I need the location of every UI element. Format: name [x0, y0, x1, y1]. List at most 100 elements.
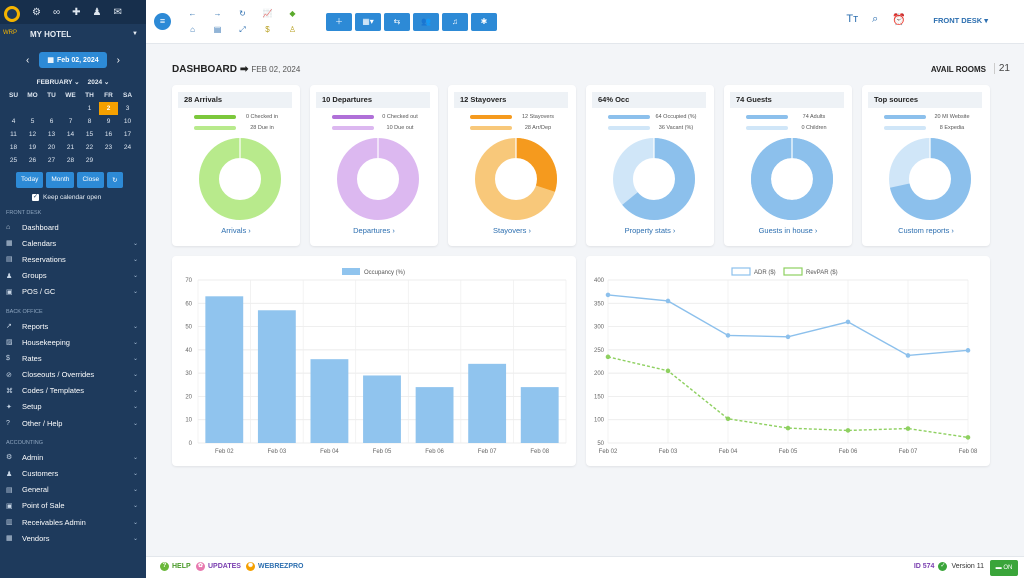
expand-icon[interactable]: ⤢: [239, 25, 246, 34]
today-button[interactable]: Today: [16, 172, 44, 188]
sidebar-item[interactable]: ▦ Vendors ⌄: [0, 530, 146, 546]
calendar-day[interactable]: 4: [11, 118, 16, 125]
reload-icon[interactable]: ↻: [239, 9, 246, 18]
calendar-day[interactable]: 24: [123, 144, 132, 151]
calendar-day[interactable]: 14: [66, 131, 75, 138]
grid-menu-button[interactable]: ▦▾: [355, 13, 381, 31]
calendar-day[interactable]: 10: [123, 118, 132, 125]
person-icon[interactable]: ♙: [288, 25, 297, 34]
sidebar-item[interactable]: ▣ POS / GC ⌄: [0, 284, 146, 300]
card-link[interactable]: Guests in house ›: [758, 226, 818, 235]
book-icon[interactable]: ▤: [213, 25, 222, 34]
calendar-day[interactable]: 8: [87, 118, 92, 125]
star-button[interactable]: ✱: [471, 13, 497, 31]
month-button[interactable]: Month: [46, 172, 75, 188]
users-icon[interactable]: ♟: [92, 6, 102, 18]
calendar-day[interactable]: 23: [104, 144, 113, 151]
link-icon[interactable]: ∞: [52, 6, 61, 18]
dollar-icon[interactable]: $: [265, 25, 270, 34]
calendar-day[interactable]: 15: [85, 131, 94, 138]
refresh-icon[interactable]: ↻: [107, 172, 123, 188]
home-icon[interactable]: ⌂: [190, 25, 195, 34]
add-button[interactable]: ＋: [326, 13, 352, 31]
text-size-icon[interactable]: Tт: [846, 13, 859, 25]
card-legend-row: 0 Checked out: [332, 114, 422, 120]
mail-icon[interactable]: ✉: [113, 6, 122, 18]
menu-icon[interactable]: ≡: [154, 13, 171, 30]
settings-icon[interactable]: ⚙: [32, 6, 41, 18]
add-user-icon[interactable]: ✚: [72, 6, 81, 18]
updates-link[interactable]: ✿ UPDATES: [196, 562, 241, 571]
calendar-day[interactable]: 28: [66, 157, 75, 164]
year-select[interactable]: 2024 ⌄: [87, 79, 110, 86]
sidebar-item[interactable]: ⊘ Closeouts / Overrides ⌄: [0, 367, 146, 383]
sidebar-item[interactable]: ▥ Receivables Admin ⌄: [0, 514, 146, 530]
transfer-button[interactable]: ⇆: [384, 13, 410, 31]
calendar-day[interactable]: 19: [28, 144, 37, 151]
hotel-selector[interactable]: MY HOTEL ▼: [0, 24, 146, 44]
prev-day-icon[interactable]: ‹: [26, 54, 30, 66]
sidebar-item[interactable]: ▨ Housekeeping ⌄: [0, 334, 146, 350]
calendar-day[interactable]: 26: [28, 157, 37, 164]
sidebar-item[interactable]: ♟ Groups ⌄: [0, 268, 146, 284]
card-link[interactable]: Arrivals ›: [221, 226, 251, 235]
card-link[interactable]: Stayovers ›: [493, 226, 531, 235]
calendar-day[interactable]: 27: [47, 157, 56, 164]
sidebar-item[interactable]: ▦ Calendars ⌄: [0, 235, 146, 251]
sidebar-item[interactable]: ♟ Customers ⌄: [0, 465, 146, 481]
sidebar-item[interactable]: ▤ General ⌄: [0, 482, 146, 498]
sidebar-item[interactable]: ▣ Point of Sale ⌄: [0, 498, 146, 514]
sidebar-item[interactable]: ↗ Reports ⌄: [0, 318, 146, 334]
calendar-day[interactable]: 20: [47, 144, 56, 151]
webrezpro-link[interactable]: ✺ WEBREZPRO: [246, 562, 304, 571]
date-button[interactable]: ▦ Feb 02, 2024: [39, 52, 107, 68]
sidebar-item[interactable]: ⌘ Codes / Templates ⌄: [0, 383, 146, 399]
calendar-day[interactable]: 29: [85, 157, 94, 164]
alarm-icon[interactable]: ⏰: [892, 14, 906, 26]
back-icon[interactable]: ←: [188, 9, 197, 18]
webrezpro-icon: ✺: [246, 562, 255, 571]
calendar-day[interactable]: 7: [68, 118, 73, 125]
calendar-day[interactable]: 21: [66, 144, 75, 151]
keep-calendar-open[interactable]: ✓ Keep calendar open: [0, 194, 146, 201]
tag-icon[interactable]: ◆: [289, 9, 296, 18]
sidebar-item[interactable]: ⌂ Dashboard: [0, 219, 146, 235]
card-link[interactable]: Custom reports ›: [898, 226, 954, 235]
weekday-header: FR: [104, 92, 113, 99]
calendar-day[interactable]: 6: [49, 118, 54, 125]
checkbox-icon[interactable]: ✓: [32, 194, 39, 201]
next-day-icon[interactable]: ›: [116, 54, 120, 66]
guests-button[interactable]: 👥: [413, 13, 439, 31]
music-button[interactable]: ♫: [442, 13, 468, 31]
month-select[interactable]: FEBRUARY ⌄: [36, 79, 80, 86]
calendar-day[interactable]: 9: [106, 118, 111, 125]
sidebar-item[interactable]: ? Other / Help ⌄: [0, 415, 146, 431]
forward-icon[interactable]: →: [213, 9, 222, 18]
calendar-day[interactable]: 2: [99, 102, 118, 115]
calendar-day[interactable]: 3: [125, 105, 130, 112]
close-button[interactable]: Close: [77, 172, 105, 188]
search-icon[interactable]: ⌕: [872, 13, 879, 25]
sidebar-item-label: Vendors: [22, 533, 50, 543]
sidebar-item[interactable]: ✦ Setup ⌄: [0, 399, 146, 415]
calendar-day[interactable]: 13: [47, 131, 56, 138]
sidebar-item[interactable]: $ Rates ⌄: [0, 350, 146, 366]
calendar-day[interactable]: 5: [30, 118, 35, 125]
help-link[interactable]: ? HELP: [160, 562, 191, 571]
sidebar-item[interactable]: ▤ Reservations ⌄: [0, 251, 146, 267]
calendar-day[interactable]: 16: [104, 131, 113, 138]
calendar-day[interactable]: 25: [9, 157, 18, 164]
on-toggle[interactable]: ▬ ON: [990, 560, 1018, 576]
calendar-day[interactable]: 12: [28, 131, 37, 138]
card-link[interactable]: Property stats ›: [624, 226, 676, 235]
sidebar-item[interactable]: ⚙ Admin ⌄: [0, 449, 146, 465]
chart-icon[interactable]: 📈: [262, 9, 273, 18]
calendar-day[interactable]: 11: [10, 131, 17, 138]
calendar-day[interactable]: 18: [9, 144, 18, 151]
calendar-day[interactable]: 1: [87, 105, 92, 112]
calendar-day[interactable]: 22: [85, 144, 94, 151]
logo-icon[interactable]: [4, 6, 20, 22]
front-desk-menu[interactable]: FRONT DESK ▾: [933, 16, 988, 25]
card-link[interactable]: Departures ›: [353, 226, 395, 235]
calendar-day[interactable]: 17: [123, 131, 132, 138]
